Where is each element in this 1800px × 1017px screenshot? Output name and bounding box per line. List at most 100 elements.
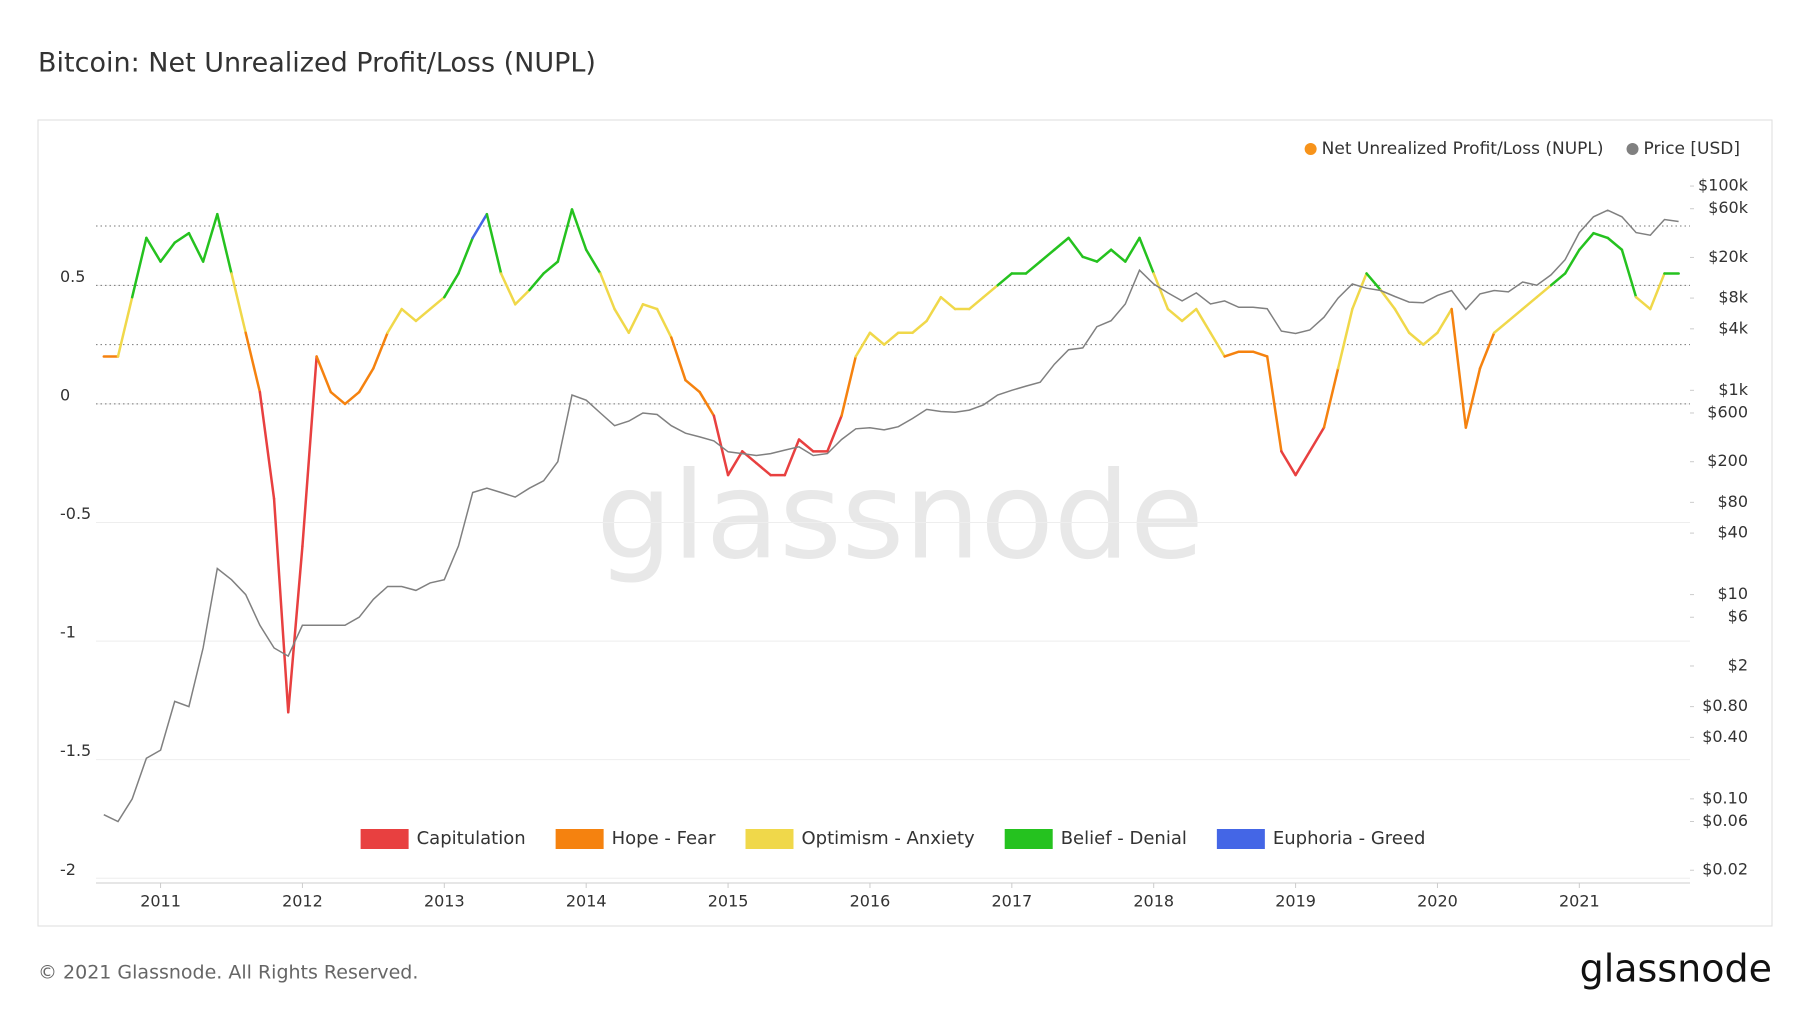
nupl-segment [1152,272,1170,311]
y2-tick-label: $600 [1707,402,1748,421]
nupl-segment [1195,307,1212,335]
watermark: glassnode [596,448,1204,587]
legend-label: Net Unrealized Profit/Loss (NUPL) [1322,139,1604,159]
nupl-segment [1365,272,1382,292]
nupl-segment [187,231,205,263]
y2-tick-label: $60k [1708,198,1749,217]
nupl-segment [372,331,389,370]
nupl-segment [414,307,432,323]
nupl-segment [201,212,219,263]
nupl-segment [783,438,801,477]
nupl-segment [159,241,176,263]
zone-legend-swatch [555,829,604,849]
y-tick-label: -1 [60,623,76,642]
zone-legend-label: Hope - Fear [612,828,716,849]
nupl-segment [826,414,843,453]
nupl-segment [1223,350,1241,358]
nupl-segment [655,307,673,339]
nupl-segment [1124,236,1141,263]
nupl-segment [1393,307,1411,335]
y2-tick-label: $0.10 [1702,788,1748,807]
nupl-segment [1507,307,1524,323]
x-tick-label: 2018 [1133,892,1174,911]
y-tick-label: -0.5 [60,504,91,523]
nupl-segment [968,295,985,311]
y2-tick-label: $2 [1728,655,1748,674]
nupl-segment [1166,307,1184,323]
zone-legend-swatch [360,829,409,849]
x-tick-label: 2015 [708,892,749,911]
nupl-segment [1436,307,1453,335]
nupl-segment [1563,248,1581,275]
nupl-segment [1535,284,1553,299]
nupl-segment [1308,426,1326,453]
y-tick-label: 0.5 [60,267,85,286]
nupl-segment [130,236,148,299]
nupl-segment [911,319,928,335]
x-tick-label: 2021 [1559,892,1600,911]
x-tick-label: 2012 [282,892,323,911]
nupl-segment [499,272,517,306]
nupl-segment [627,303,645,335]
nupl-segment [386,307,403,335]
nupl-segment [230,272,247,335]
nupl-segment [584,248,602,275]
nupl-segment [216,212,233,275]
nupl-segment [1081,255,1099,263]
nupl-segment [1407,331,1425,346]
nupl-segment [1578,231,1595,252]
nupl-segment [613,307,631,335]
logo: glassnode [1580,947,1772,991]
y2-tick-label: $6 [1728,607,1748,626]
nupl-segment [1265,355,1283,453]
nupl-segment [1138,236,1155,275]
nupl-segment [882,331,900,346]
nupl-segment [1592,231,1609,240]
nupl-segment [173,231,191,244]
nupl-segment [925,295,943,323]
legend-label: Price [USD] [1644,139,1740,159]
nupl-segment [315,355,333,394]
x-tick-label: 2014 [566,892,607,911]
y2-tick-label: $0.80 [1702,696,1748,715]
nupl-segment [797,438,815,453]
nupl-segment [272,497,290,714]
nupl-segment [443,272,460,299]
nupl-segment [301,355,318,548]
y2-tick-label: $40 [1717,523,1748,542]
nupl-segment [116,295,134,358]
x-tick-label: 2019 [1275,892,1316,911]
nupl-segment [1620,248,1638,299]
nupl-segment [1180,307,1198,323]
nupl-segment [457,236,474,275]
y2-tick-label: $10 [1717,584,1748,603]
x-tick-label: 2011 [140,892,181,911]
nupl-segment [1422,331,1439,346]
x-tick-label: 2020 [1417,892,1458,911]
nupl-segment [471,212,489,240]
y-tick-label: -1.5 [60,741,91,760]
nupl-segment [1294,450,1312,477]
footer: © 2021 Glassnode. All Rights Reserved. [38,962,418,984]
nupl-segment [982,284,999,299]
nupl-segment [1492,319,1510,335]
nupl-segment [1450,307,1468,429]
nupl-segment [1478,331,1496,370]
y2-tick-label: $80 [1717,492,1748,511]
y2-tick-label: $0.40 [1702,727,1748,746]
nupl-segment [329,390,347,406]
nupl-segment [1038,248,1056,263]
nupl-segment [670,336,687,382]
nupl-segment [641,303,659,311]
nupl-segment [1322,367,1340,429]
nupl-segment [1336,307,1354,370]
nupl-segment [1209,331,1226,358]
legend-dot [1626,143,1639,155]
zone-legend-swatch [1004,829,1053,849]
y-tick-label: -2 [60,860,76,879]
y2-tick-label: $0.06 [1702,811,1748,830]
zone-legend-swatch [745,829,794,849]
nupl-segment [1053,236,1070,252]
nupl-segment [343,390,361,406]
nupl-segment [542,260,560,275]
